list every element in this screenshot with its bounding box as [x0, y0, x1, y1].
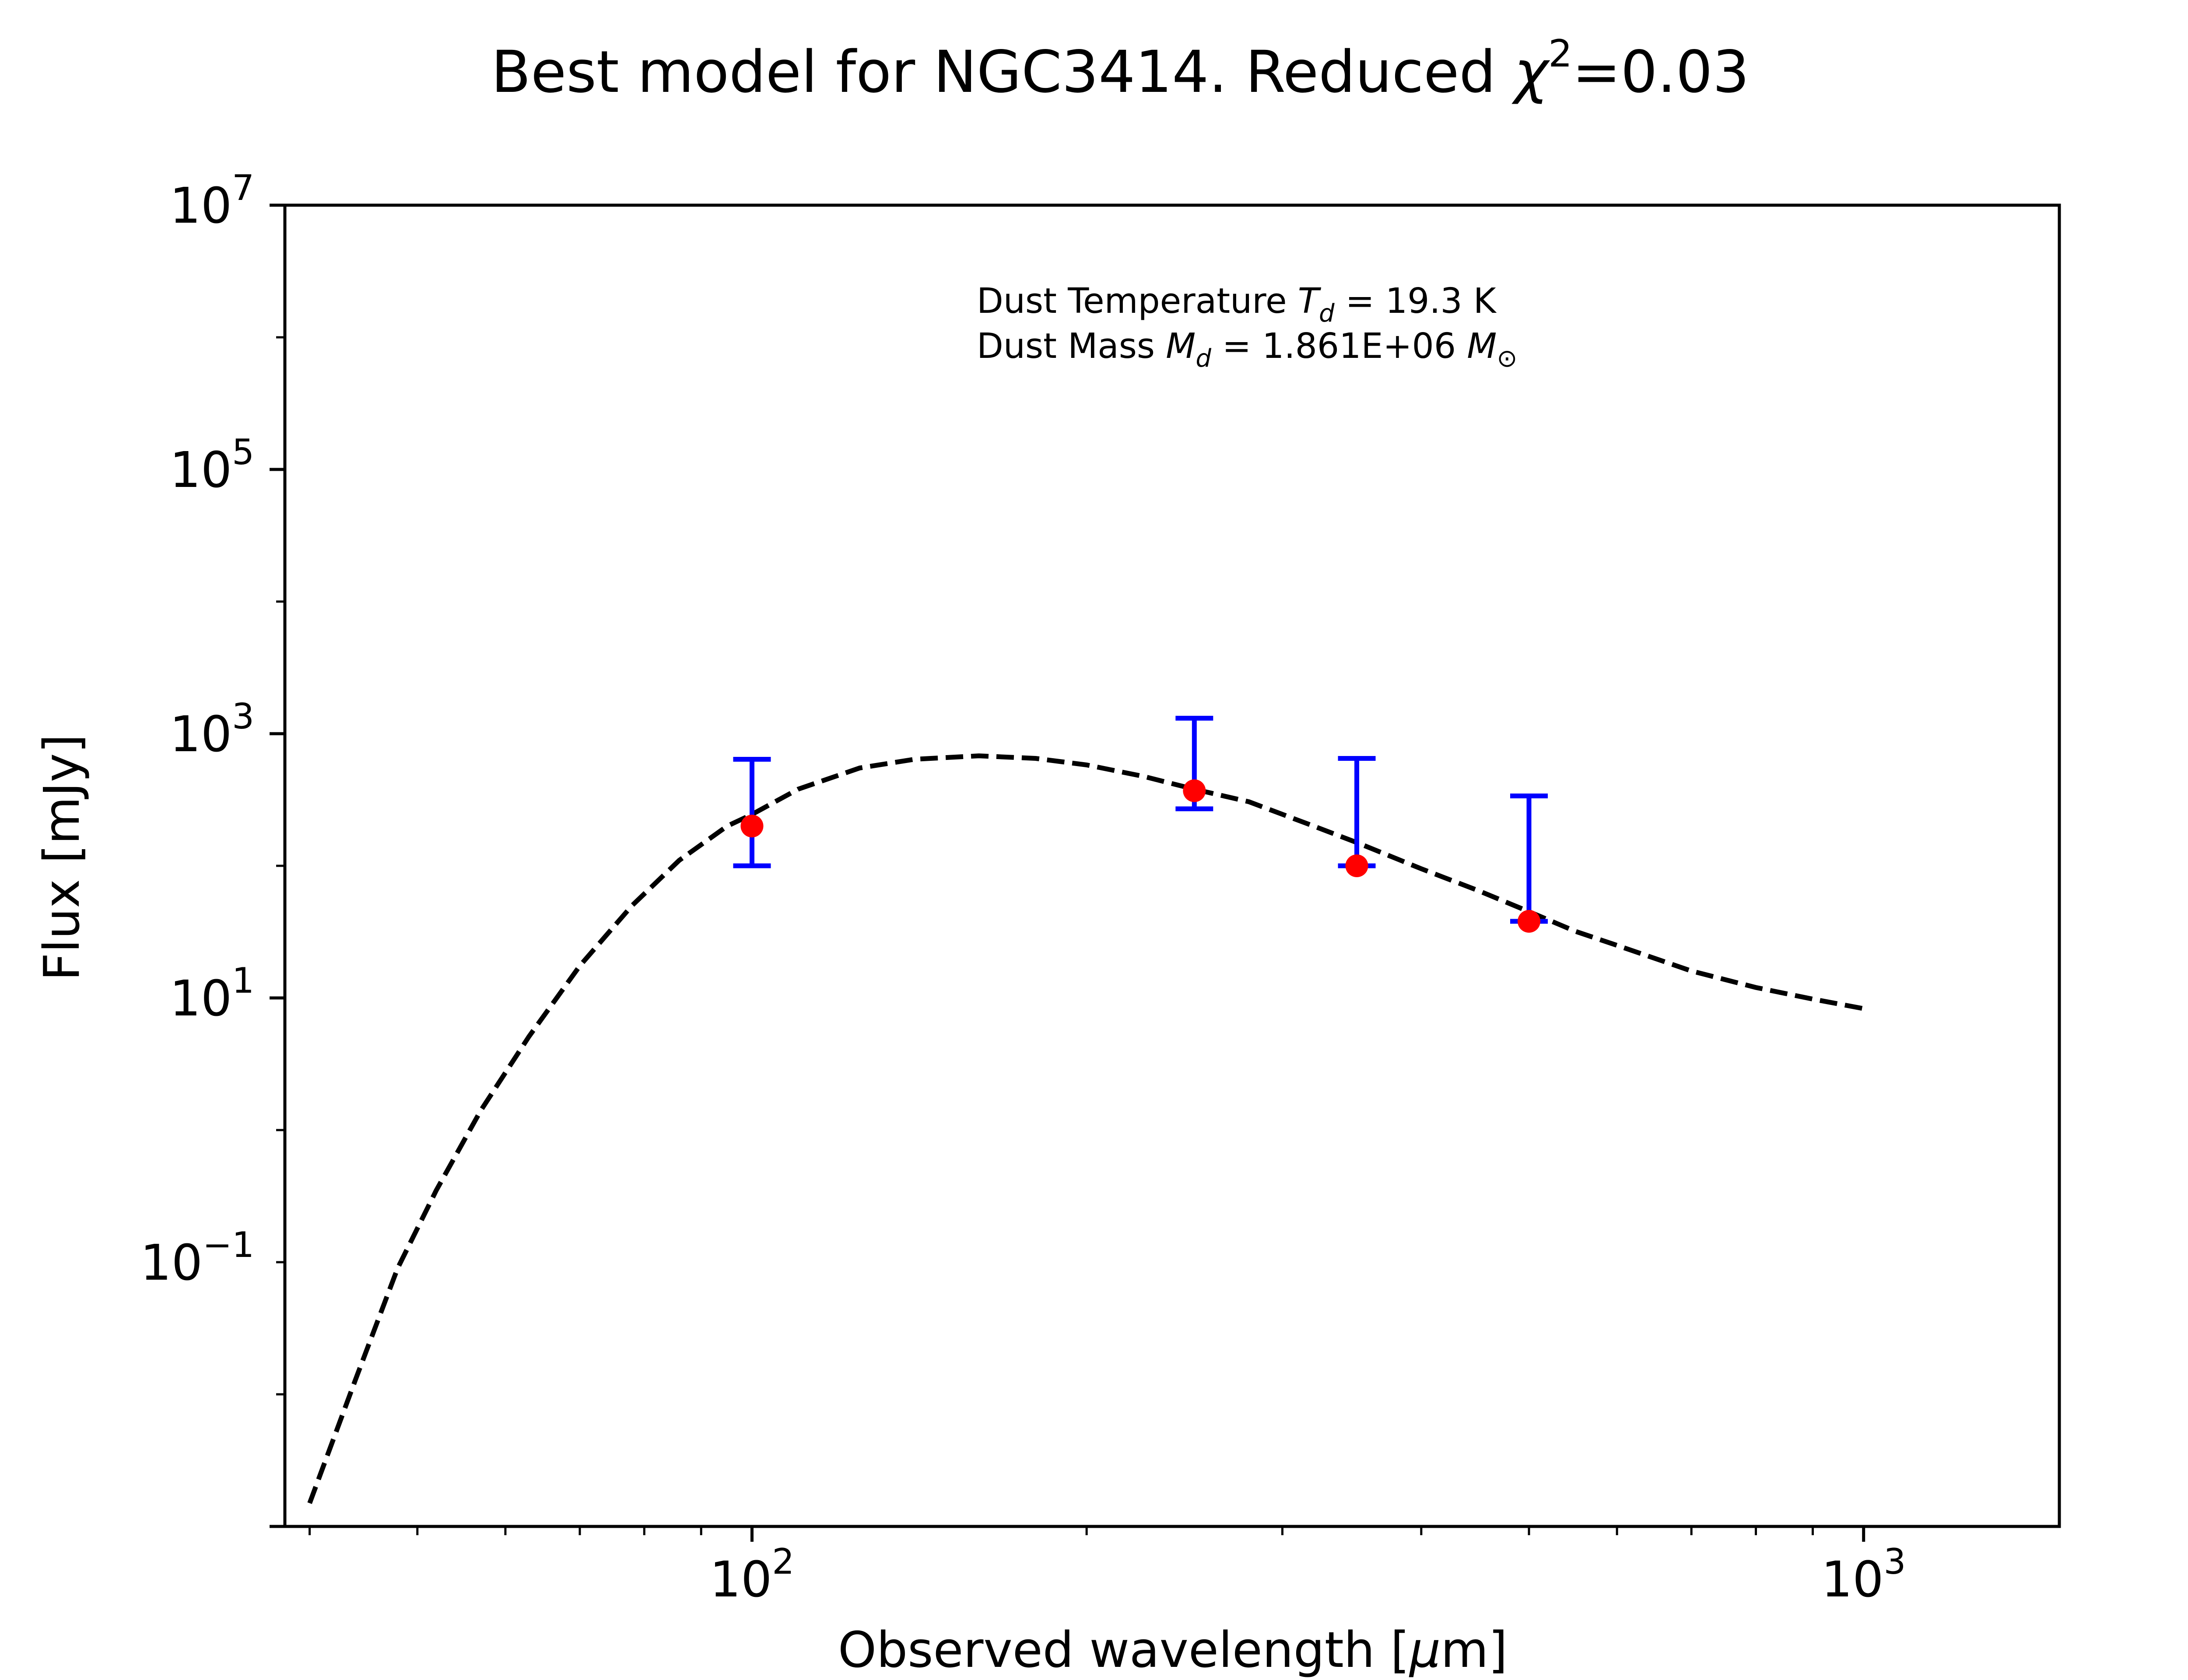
annotation-dust-mass: Dust Mass Md = 1.861E+06 M⊙ — [977, 326, 1517, 373]
title-prefix: Best model for NGC3414. Reduced — [491, 38, 1514, 106]
y-tick-exponent: −1 — [203, 1225, 254, 1265]
y-tick-label-1: 10−1 — [140, 1225, 254, 1292]
x-tick-label-1: 102 — [710, 1541, 794, 1608]
xlabel-mu: μ — [1409, 1622, 1441, 1679]
xlabel-suffix: m] — [1441, 1622, 1508, 1679]
data-point-3 — [1345, 854, 1368, 877]
y-tick-base: 10 — [170, 442, 232, 499]
annot-mass-var: M — [1166, 326, 1196, 366]
y-tick-exponent: 3 — [232, 696, 254, 737]
xlabel-prefix: Observed wavelength [ — [838, 1622, 1410, 1679]
annotation-dust-temperature: Dust Temperature Td = 19.3 K — [977, 281, 1497, 328]
y-tick-base: 10 — [170, 178, 232, 234]
x-tick-exponent: 3 — [1883, 1541, 1906, 1582]
annot-temp-prefix: Dust Temperature — [977, 281, 1298, 321]
title-superscript: 2 — [1548, 32, 1572, 76]
annot-mass-value: = 1.861E+06 — [1211, 326, 1467, 366]
annot-temp-suffix: = 19.3 K — [1335, 281, 1497, 321]
y-tick-label-4: 105 — [170, 432, 254, 499]
model-curve-layer — [307, 753, 1864, 1504]
data-point-1 — [740, 815, 764, 838]
y-tick-base: 10 — [170, 706, 232, 763]
x-axis-title: Observed wavelength [μm] — [838, 1622, 1508, 1679]
y-tick-label-5: 107 — [170, 168, 254, 234]
x-tick-base: 10 — [1821, 1551, 1884, 1608]
annot-mass-prefix: Dust Mass — [977, 326, 1166, 366]
chart-title: Best model for NGC3414. Reduced χ2=0.03 — [491, 32, 1749, 106]
annot-mass-unit-sub: ⊙ — [1497, 344, 1517, 373]
annot-mass-unit: M — [1467, 326, 1497, 366]
x-axis-ticks: 102 103 — [309, 1526, 1906, 1608]
x-tick-label-2: 103 — [1821, 1541, 1906, 1608]
title-chi: χ — [1511, 38, 1550, 106]
model-curve — [307, 753, 1864, 1504]
y-tick-exponent: 7 — [232, 168, 254, 208]
y-tick-exponent: 5 — [232, 432, 254, 472]
annot-mass-sub: d — [1196, 344, 1211, 373]
y-tick-label-2: 101 — [170, 960, 254, 1027]
title-suffix: =0.03 — [1572, 38, 1750, 106]
y-tick-base: 10 — [170, 970, 232, 1027]
data-point-2 — [1183, 779, 1206, 802]
y-axis-title: Flux [mJy] — [34, 734, 91, 981]
y-tick-base: 10 — [140, 1235, 203, 1292]
y-tick-label-3: 103 — [170, 696, 254, 763]
annot-temp-sub: d — [1319, 299, 1335, 328]
x-tick-exponent: 2 — [772, 1541, 794, 1582]
y-tick-exponent: 1 — [232, 960, 254, 1001]
data-points-layer — [740, 779, 1540, 933]
x-tick-base: 10 — [710, 1551, 772, 1608]
annot-temp-var: T — [1298, 281, 1322, 321]
plot-area — [307, 716, 1864, 1504]
data-point-4 — [1517, 910, 1540, 933]
